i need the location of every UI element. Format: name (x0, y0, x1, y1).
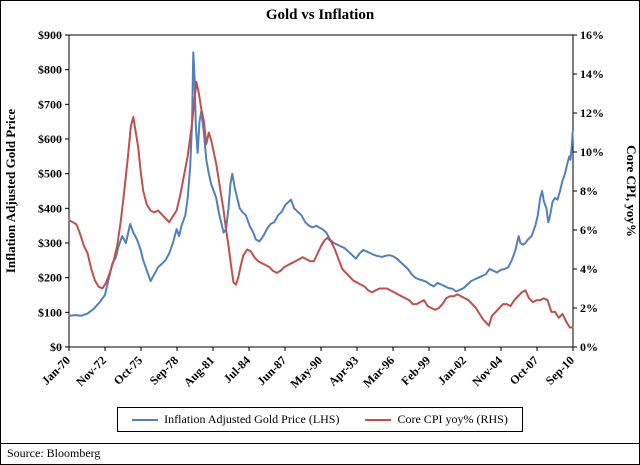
y-left-tick-label: $900 (38, 28, 62, 42)
x-tick-label: Jan-02 (435, 353, 469, 387)
y-right-tick-label: 2% (580, 301, 598, 315)
x-tick-label: Jun-87 (254, 353, 289, 388)
y-left-tick-label: $200 (38, 271, 62, 285)
y-left-tick-label: $700 (38, 97, 62, 111)
chart-title: Gold vs Inflation (265, 7, 375, 23)
y-right-tick-label: 6% (580, 223, 598, 237)
legend-swatch-cpi (365, 418, 392, 421)
source-note: Source: Bloomberg (1, 443, 639, 464)
y-right-tick-label: 8% (580, 184, 598, 198)
legend-label-cpi: Core CPI yoy% (RHS) (397, 412, 508, 426)
y-left-tick-label: $500 (38, 167, 62, 181)
series-line-gold (68, 51, 574, 317)
x-tick-label: Jan-70 (39, 353, 73, 387)
y-left-tick-label: $400 (38, 201, 62, 215)
x-tick-label: Sep-10 (543, 353, 577, 387)
x-tick-label: Jul-84 (221, 353, 254, 386)
x-tick-label: Mar-96 (360, 353, 397, 390)
plot-frame (68, 34, 574, 348)
y-right-tick-label: 14% (580, 67, 604, 81)
y-right-tick-label: 4% (580, 262, 598, 276)
x-tick-label: Sep-78 (147, 353, 181, 387)
legend-label-gold: Inflation Adjusted Gold Price (LHS) (164, 412, 340, 426)
series-line-cpi (68, 80, 574, 329)
legend-item-gold: Inflation Adjusted Gold Price (LHS) (132, 412, 339, 427)
y-left-tick-label: $0 (50, 340, 62, 354)
y-right-tick-label: 12% (580, 106, 604, 120)
x-tick-label: Nov-04 (469, 353, 505, 389)
legend-item-cpi: Core CPI yoy% (RHS) (365, 412, 508, 427)
x-tick-label: Apr-93 (326, 353, 362, 389)
chart-plot-area: $0 $100 $200 $300 $400 $500 $600 $700 $800 $900 0%… (3, 28, 639, 391)
y-left-axis-title: Inflation Adjusted Gold Price (3, 109, 18, 274)
y-right-tick-label: 16% (580, 28, 604, 42)
y-left-tick-label: $600 (38, 132, 62, 146)
x-tick-label: Nov-72 (73, 353, 109, 389)
y-right-axis-title: Core CPI, yoy% (624, 145, 639, 237)
x-tick-label: Feb-99 (398, 353, 433, 388)
x-tick-label: Aug-81 (181, 353, 217, 389)
legend-swatch-gold (132, 418, 159, 421)
y-right-tick-label: 10% (580, 145, 604, 159)
y-left-tick-label: $800 (38, 63, 62, 77)
y-left-tick-label: $100 (38, 305, 62, 319)
y-right-tick-label: 0% (580, 340, 598, 354)
x-tick-label: Oct-07 (507, 353, 541, 387)
y-left-tick-label: $300 (38, 236, 62, 250)
x-tick-label: May-90 (287, 353, 325, 391)
legend: Inflation Adjusted Gold Price (LHS) Core … (117, 407, 523, 432)
x-tick-label: Oct-75 (111, 353, 145, 387)
